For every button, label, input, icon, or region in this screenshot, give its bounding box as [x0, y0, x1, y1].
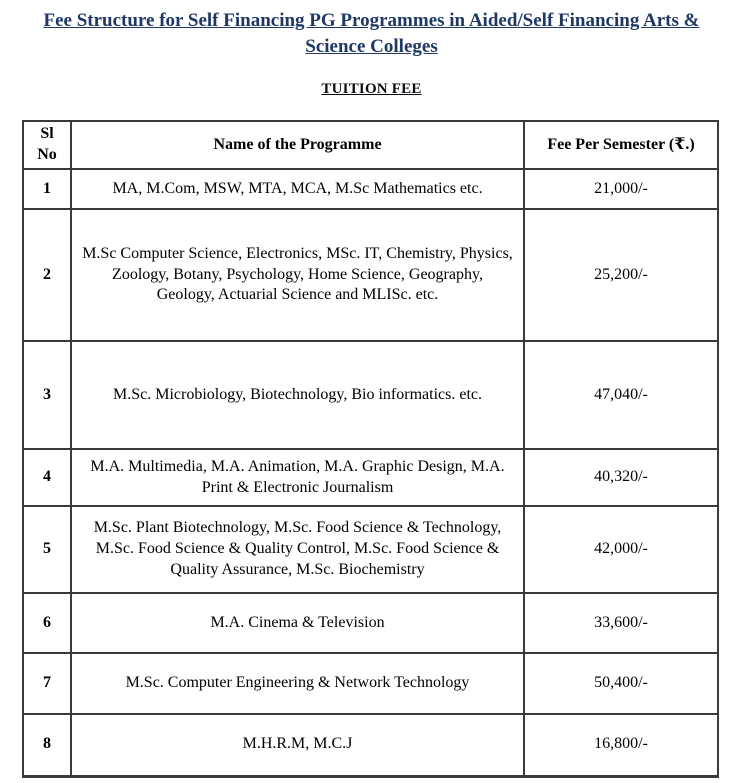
sl-no-cell: 7	[22, 652, 72, 716]
table-row: 8 M.H.R.M, M.C.J 16,800/-	[22, 713, 719, 778]
sl-no-header: Sl No	[22, 120, 72, 171]
fee-cell: 42,000/-	[523, 505, 719, 595]
sl-no-cell: 5	[22, 505, 72, 595]
programme-name-cell: M.Sc. Plant Biotechnology, M.Sc. Food Sc…	[70, 505, 525, 595]
programme-name-cell: M.Sc. Computer Engineering & Network Tec…	[70, 652, 525, 716]
table-row: 3 M.Sc. Microbiology, Biotechnology, Bio …	[22, 340, 719, 451]
sl-no-cell: 1	[22, 168, 72, 211]
fee-cell: 50,400/-	[523, 652, 719, 716]
table-row: 7 M.Sc. Computer Engineering & Network Te…	[22, 652, 719, 716]
table-row: 4 M.A. Multimedia, M.A. Animation, M.A. G…	[22, 448, 719, 508]
programme-name-cell: M.A. Cinema & Television	[70, 592, 525, 655]
fee-cell: 16,800/-	[523, 713, 719, 778]
sl-no-cell: 8	[22, 713, 72, 778]
programme-name-header: Name of the Programme	[70, 120, 525, 171]
table-row: 1 MA, M.Com, MSW, MTA, MCA, M.Sc Mathemat…	[22, 168, 719, 211]
fee-cell: 21,000/-	[523, 168, 719, 211]
fee-table-body: 1 MA, M.Com, MSW, MTA, MCA, M.Sc Mathemat…	[22, 168, 719, 778]
fee-cell: 25,200/-	[523, 208, 719, 343]
document-page: Fee Structure for Self Financing PG Prog…	[0, 8, 743, 783]
programme-name-cell: MA, M.Com, MSW, MTA, MCA, M.Sc Mathemati…	[70, 168, 525, 211]
document-title: Fee Structure for Self Financing PG Prog…	[43, 10, 700, 58]
header-row: Sl No Name of the Programme Fee Per Seme…	[22, 120, 719, 171]
sl-no-cell: 2	[22, 208, 72, 343]
sl-no-cell: 4	[22, 448, 72, 508]
programme-name-cell: M.H.R.M, M.C.J	[70, 713, 525, 778]
fee-cell: 33,600/-	[523, 592, 719, 655]
table-row: 2 M.Sc Computer Science, Electronics, MSc…	[22, 208, 719, 343]
fee-table-header: Sl No Name of the Programme Fee Per Seme…	[22, 120, 719, 171]
programme-name-cell: M.Sc Computer Science, Electronics, MSc.…	[70, 208, 525, 343]
section-heading-tuition-fee: TUITION FEE	[321, 81, 422, 98]
table-row: 6 M.A. Cinema & Television 33,600/-	[22, 592, 719, 655]
programme-name-cell: M.Sc. Microbiology, Biotechnology, Bio i…	[70, 340, 525, 451]
sl-no-cell: 6	[22, 592, 72, 655]
programme-name-cell: M.A. Multimedia, M.A. Animation, M.A. Gr…	[70, 448, 525, 508]
table-row: 5 M.Sc. Plant Biotechnology, M.Sc. Food S…	[22, 505, 719, 595]
fee-cell: 40,320/-	[523, 448, 719, 508]
fee-cell: 47,040/-	[523, 340, 719, 451]
fee-per-semester-header: Fee Per Semester (₹.)	[523, 120, 719, 171]
fee-table: Sl No Name of the Programme Fee Per Seme…	[22, 120, 719, 778]
sl-no-cell: 3	[22, 340, 72, 451]
